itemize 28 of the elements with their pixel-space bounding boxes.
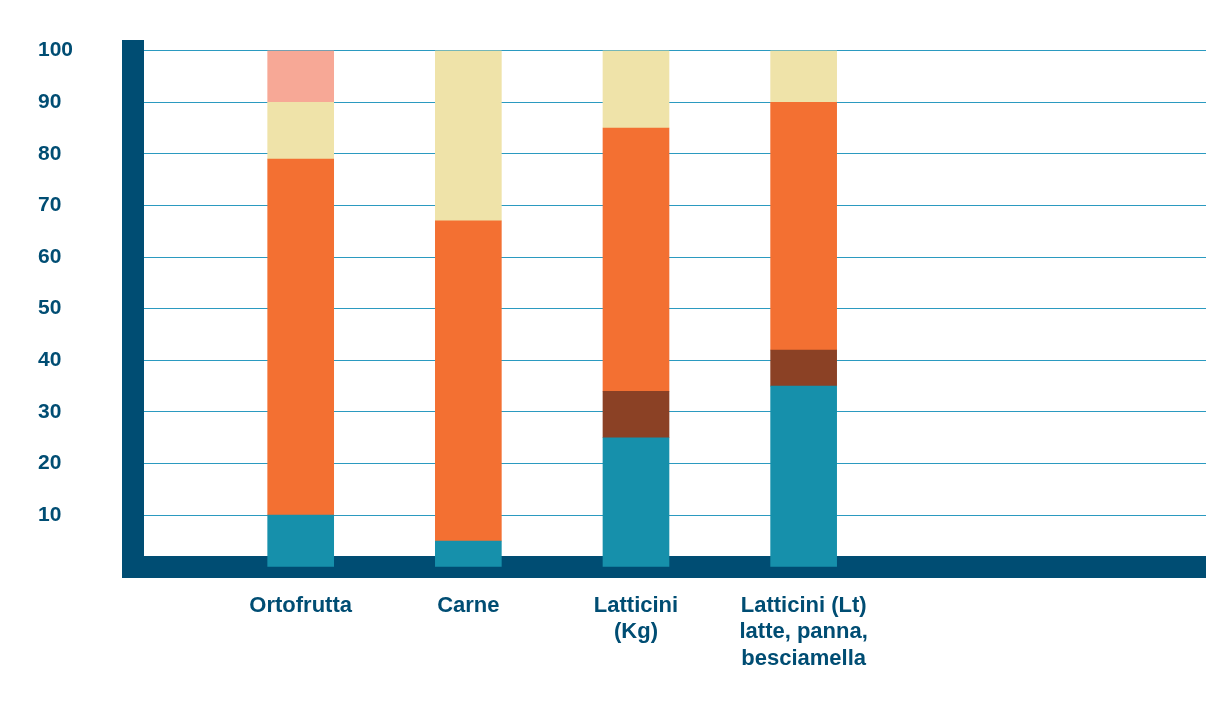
bar xyxy=(435,220,502,542)
y-tick-label: 10 xyxy=(38,501,62,525)
bar xyxy=(602,127,670,392)
x-tick-label: Latticini (Lt) latte, panna, besciamella xyxy=(739,592,868,670)
x-tick-label: Carne xyxy=(437,592,500,618)
y-tick-label: 90 xyxy=(38,89,62,113)
x-tick-label: Latticini (Kg) xyxy=(593,592,679,644)
y-tick-label: 60 xyxy=(38,243,62,267)
y-tick-label: 30 xyxy=(38,398,62,422)
y-tick-label: 100 xyxy=(38,37,74,61)
bar xyxy=(770,101,837,351)
bar xyxy=(267,50,335,103)
bar xyxy=(770,385,837,567)
y-tick-label: 20 xyxy=(38,450,62,474)
bar xyxy=(770,349,837,387)
bar xyxy=(267,101,335,160)
bar xyxy=(267,158,335,516)
bar xyxy=(602,437,670,567)
bar xyxy=(602,390,670,439)
bar xyxy=(770,50,837,103)
y-tick-label: 70 xyxy=(38,192,62,216)
y-tick-label: 80 xyxy=(38,140,62,164)
x-tick-label: Ortofrutta xyxy=(249,592,353,618)
y-tick-label: 40 xyxy=(38,347,62,371)
bar xyxy=(267,514,335,567)
bar xyxy=(602,50,670,129)
bar xyxy=(435,50,502,222)
y-tick-label: 50 xyxy=(38,295,62,319)
